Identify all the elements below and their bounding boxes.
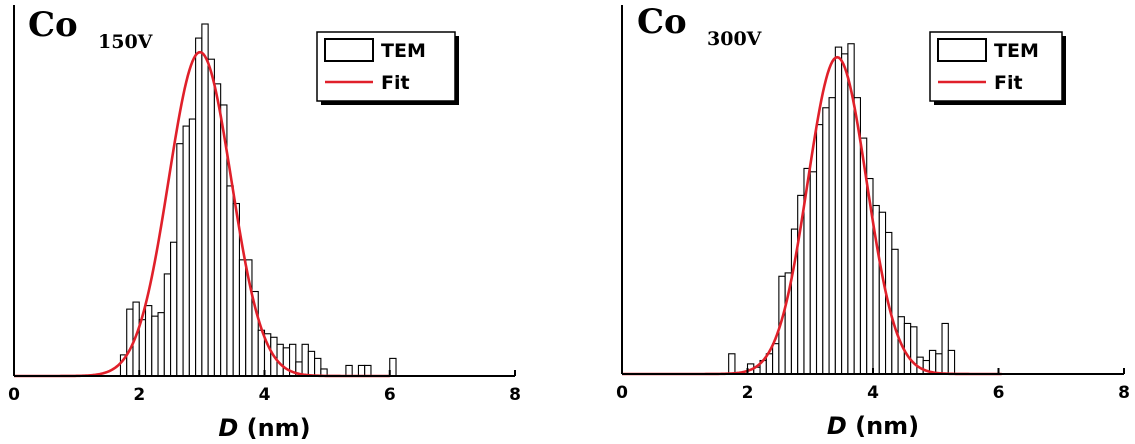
histogram-bar: [163, 273, 172, 377]
histogram-bar: [364, 364, 372, 377]
histogram-bar: [828, 97, 836, 375]
x-tick-label: 2: [133, 385, 145, 405]
legend-label-tem: TEM: [381, 40, 426, 62]
x-axis-symbol: D: [827, 412, 847, 440]
histogram-bar: [282, 347, 291, 377]
histogram-bar: [357, 364, 366, 377]
histogram-bar: [170, 241, 178, 377]
histogram-bar: [815, 124, 824, 375]
x-tick-label: 2: [742, 383, 754, 403]
x-axis-label: D (nm): [827, 412, 919, 440]
histogram-bar: [201, 23, 209, 377]
histogram-bar: [195, 37, 203, 377]
histogram-bar: [947, 349, 956, 375]
x-tick-label: 6: [384, 385, 396, 405]
histogram-bar: [138, 319, 147, 377]
legend: TEM Fit: [316, 31, 459, 105]
legend-swatch-tem: [324, 38, 374, 62]
histogram-bar: [941, 322, 949, 375]
x-tick-label: 0: [8, 385, 20, 405]
panel-label-subscript: 150V: [98, 31, 154, 53]
legend-label-tem: TEM: [994, 40, 1039, 62]
histogram-bar: [238, 259, 247, 377]
histogram-bar: [809, 171, 818, 375]
histogram-bar: [188, 118, 197, 377]
legend-label-fit: Fit: [994, 72, 1023, 94]
histogram-bar: [903, 322, 912, 375]
histogram-panel-co-150v: 0 2 4 6 8 D (nm) Co 150V TEM Fit: [8, 5, 521, 442]
x-tick-label: 0: [616, 383, 628, 403]
histogram-bar: [307, 350, 316, 377]
x-tick-label: 6: [993, 383, 1005, 403]
x-tick-label: 4: [259, 385, 271, 405]
histogram-bar: [822, 107, 830, 375]
x-tick-label: 8: [509, 385, 521, 405]
histogram-bar: [891, 248, 899, 375]
panel-label-subscript: 300V: [707, 28, 763, 50]
histogram-bar: [144, 305, 153, 377]
histogram-panel-co-300v: 0 2 4 6 8 D (nm) Co 300V TEM Fit: [616, 2, 1130, 440]
x-tick-label: 8: [1118, 383, 1130, 403]
histogram-bar: [910, 326, 918, 375]
histogram-bar: [878, 211, 887, 375]
histogram-bar: [314, 357, 322, 377]
histogram-bar: [157, 312, 165, 377]
histogram-bar: [182, 125, 190, 377]
x-axis-label: D (nm): [218, 414, 310, 442]
x-axis-unit: (nm): [847, 412, 919, 440]
histogram-bar: [207, 58, 215, 377]
histogram-bar: [834, 46, 843, 375]
histogram-bar: [928, 349, 937, 375]
histogram-bar: [772, 343, 780, 375]
histogram-bar: [728, 353, 736, 375]
histogram-bar: [213, 83, 222, 377]
x-axis-symbol: D: [218, 414, 238, 442]
histogram-bar: [226, 185, 234, 377]
legend-swatch-tem: [937, 38, 987, 62]
legend-label-fit: Fit: [381, 72, 410, 94]
histogram-bar: [345, 364, 353, 377]
x-axis-unit: (nm): [238, 414, 310, 442]
legend: TEM Fit: [929, 31, 1066, 105]
histogram-bar: [841, 53, 849, 375]
x-tick-label: 4: [867, 383, 879, 403]
panel-label: Co: [637, 2, 687, 42]
histogram-bar: [151, 315, 159, 377]
panel-label: Co: [28, 5, 78, 45]
histogram-bar: [176, 143, 184, 377]
histogram-bar: [301, 343, 309, 377]
histogram-bar: [935, 353, 943, 375]
